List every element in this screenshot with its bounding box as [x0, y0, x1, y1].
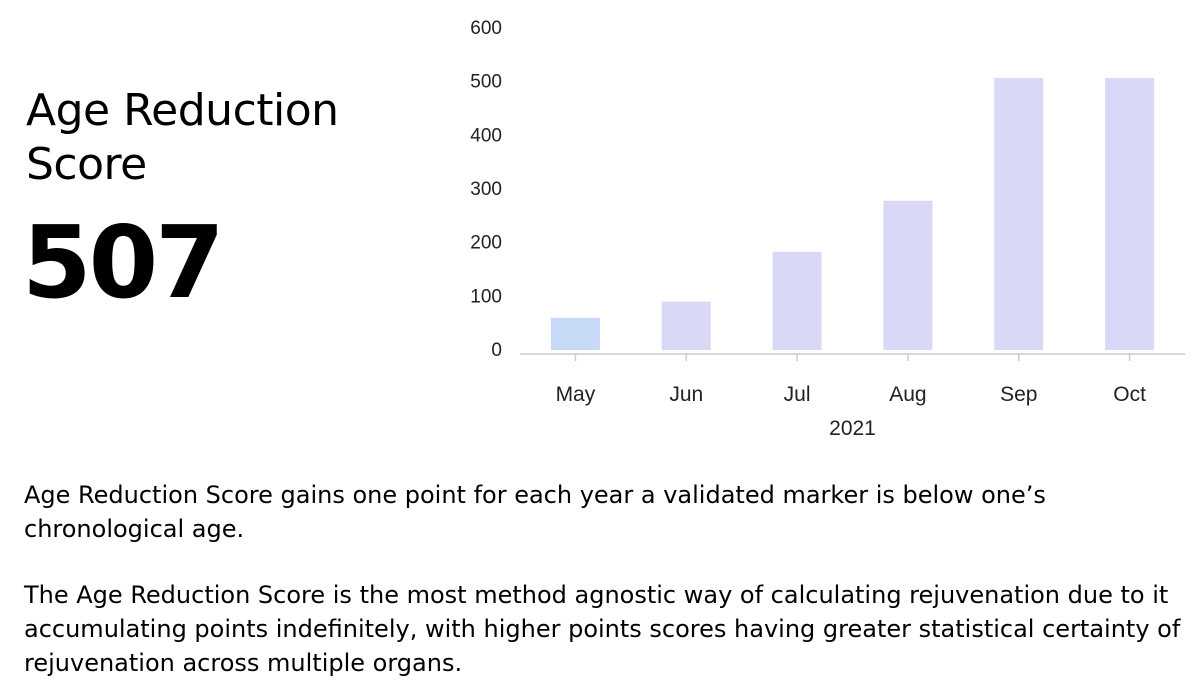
score-title: Age Reduction Score	[26, 85, 339, 190]
bar-sep	[994, 77, 1044, 350]
y-tick-label: 500	[470, 72, 502, 93]
bar-jul	[772, 251, 822, 350]
x-tick-label: Jun	[669, 383, 703, 406]
description-paragraph-1: Age Reduction Score gains one point for …	[24, 481, 1046, 543]
score-value: 507	[22, 204, 225, 321]
bar-chart: 0 100 200 300 400 500 600 May Jun Jul Aug Sep Oct 202…	[470, 18, 1185, 440]
y-tick-label: 600	[470, 18, 502, 39]
y-tick-label: 200	[470, 233, 502, 254]
description-paragraph-2: The Age Reduction Score is the most meth…	[24, 581, 1181, 677]
bar-jun	[661, 301, 711, 350]
x-tick-label: Jul	[784, 383, 811, 406]
y-tick-label: 300	[470, 179, 502, 200]
x-tick-label: Sep	[1000, 383, 1037, 406]
x-axis-title: 2021	[829, 417, 876, 440]
x-tick-label: May	[556, 383, 596, 406]
bar-aug	[883, 200, 933, 350]
y-tick-label: 100	[470, 286, 502, 307]
bar-oct	[1105, 77, 1155, 350]
y-tick-label: 0	[491, 340, 502, 361]
y-tick-label: 400	[470, 125, 502, 146]
x-tick-label: Oct	[1113, 383, 1146, 406]
x-tick-label: Aug	[889, 383, 926, 406]
bar-may	[550, 317, 600, 350]
